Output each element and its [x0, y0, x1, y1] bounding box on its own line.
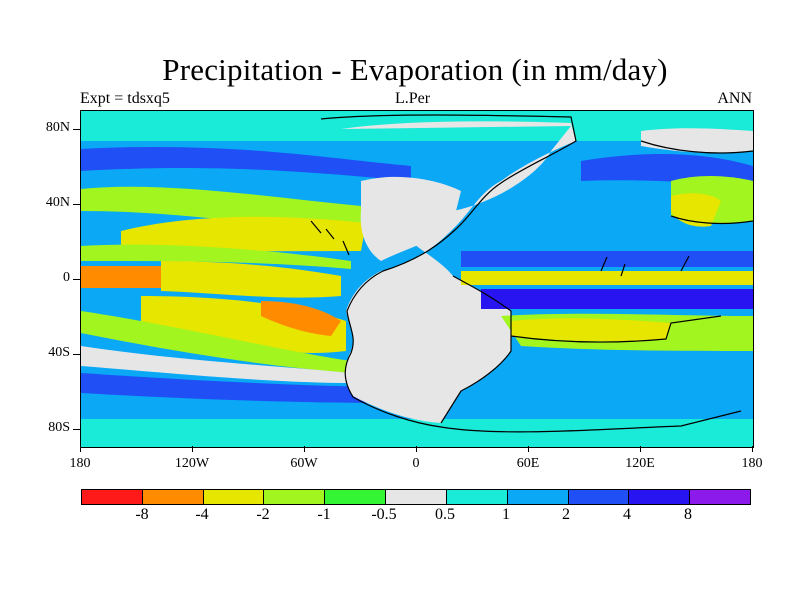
- lat-label-40n: 40N: [45, 195, 70, 210]
- supercontinent-dry-region: [341, 121, 576, 423]
- colorbar-label: -8: [135, 506, 149, 523]
- colorbar-swatch: [446, 490, 508, 504]
- polar-band-south: [81, 419, 753, 447]
- south-subtropic-green: [81, 311, 351, 373]
- north-storm-track: [81, 146, 411, 181]
- period-label: L.Per: [395, 90, 431, 107]
- colorbar-label: -2: [256, 506, 270, 523]
- continent-interior-dry: [360, 176, 461, 261]
- colorbar-label: 2: [562, 506, 570, 523]
- lon-tick-0: [416, 446, 417, 452]
- lon-tick-120e: [640, 446, 641, 452]
- colorbar-label: -0.5: [371, 506, 397, 523]
- east-subtropic-yellow: [511, 318, 671, 342]
- colorbar-swatch: [568, 490, 630, 504]
- lat-tick-80s: [73, 429, 80, 430]
- colorbar-swatch: [386, 490, 447, 504]
- lat-label-0: 0: [63, 270, 70, 285]
- colorbar-label: 1: [502, 506, 510, 523]
- equatorial-band-orange: [81, 266, 161, 288]
- colorbar-label: -4: [195, 506, 209, 523]
- lat-tick-0: [73, 279, 80, 280]
- lat-label-80s: 80S: [48, 420, 70, 435]
- precipitation-evaporation-map: [80, 110, 754, 448]
- colorbar-label: 0.5: [435, 506, 455, 523]
- lat-label-40s: 40S: [48, 345, 70, 360]
- east-gray-patch: [641, 128, 753, 154]
- colorbar-swatch: [203, 490, 265, 504]
- south-gray-band: [81, 346, 351, 383]
- lon-tick-60w: [304, 446, 305, 452]
- lon-tick-120w: [192, 446, 193, 452]
- map-title: Precipitation - Evaporation (in mm/day): [162, 52, 668, 87]
- tethys-violet-band: [481, 289, 753, 309]
- colorbar-swatch: [507, 490, 569, 504]
- colorbar-label: -1: [317, 506, 331, 523]
- north-subtropic-yellow: [121, 216, 366, 252]
- lat-tick-80n: [73, 129, 80, 130]
- lon-label-120w: 120W: [174, 456, 210, 471]
- lon-tick-60e: [528, 446, 529, 452]
- lon-label-60w: 60W: [290, 456, 318, 471]
- south-storm-track: [81, 373, 411, 403]
- season-label: ANN: [717, 90, 752, 107]
- lat-tick-40s: [73, 354, 80, 355]
- equatorial-band-yellow: [161, 261, 341, 298]
- lon-tick-180w: [80, 446, 81, 452]
- east-yellow-north: [671, 193, 721, 227]
- tethys-deepblue-band: [461, 251, 753, 267]
- lon-label-180w: 180: [69, 456, 91, 471]
- colorbar-swatch: [264, 490, 326, 504]
- lat-tick-40n: [73, 204, 80, 205]
- south-subtropic-orange: [261, 301, 341, 336]
- colorbar-swatch: [325, 490, 387, 504]
- experiment-label: Expt = tdsxq5: [80, 90, 170, 107]
- colorbar-swatch: [690, 490, 750, 504]
- colorbar-label: 4: [623, 506, 631, 523]
- lon-label-0: 0: [412, 456, 420, 471]
- lon-tick-180e: [752, 446, 753, 452]
- lon-label-180e: 180: [741, 456, 763, 471]
- north-subtropic-green-2: [81, 244, 351, 269]
- colorbar-swatch: [142, 490, 204, 504]
- coastlines: [310, 114, 753, 433]
- colorbar: [81, 489, 751, 505]
- colorbar-label: 8: [684, 506, 692, 523]
- lon-label-60e: 60E: [516, 456, 540, 471]
- lat-label-80n: 80N: [45, 120, 70, 135]
- tethys-yellow-band: [461, 271, 753, 285]
- lon-label-120e: 120E: [625, 456, 655, 471]
- colorbar-swatch: [82, 490, 143, 504]
- colorbar-swatch: [629, 490, 691, 504]
